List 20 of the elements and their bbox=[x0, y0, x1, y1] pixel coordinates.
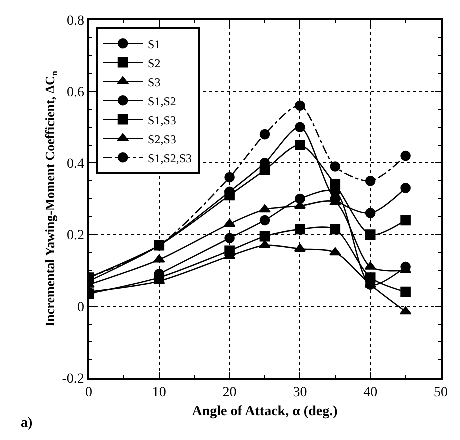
legend-label: S1 bbox=[148, 37, 161, 52]
x-tick-label: 30 bbox=[293, 386, 308, 401]
legend-label: S1,S2 bbox=[148, 94, 176, 108]
x-tick-label: 50 bbox=[434, 386, 448, 401]
y-tick-label: -0.2 bbox=[62, 372, 84, 387]
x-tick-label: 40 bbox=[364, 386, 378, 401]
y-tick-label: 0.6 bbox=[66, 86, 84, 100]
y-tick-label: 0.2 bbox=[66, 228, 84, 244]
x-tick-label: 10 bbox=[152, 386, 166, 401]
text: a) bbox=[21, 416, 33, 431]
y-tick-label: 0.4 bbox=[66, 157, 84, 172]
legend-label: S3 bbox=[148, 75, 161, 90]
x-tick-label: 20 bbox=[222, 386, 237, 401]
y-tick-label: 0.8 bbox=[66, 14, 84, 29]
legend-label: S2 bbox=[148, 56, 161, 70]
legend-label: S2,S3 bbox=[148, 132, 176, 146]
x-axis-title: Angle of Attack, α (deg.) bbox=[192, 404, 338, 420]
legend-label: S1,S3 bbox=[148, 113, 176, 128]
legend-label: S1,S2,S3 bbox=[148, 151, 192, 166]
y-tick-label: 0 bbox=[77, 300, 84, 316]
